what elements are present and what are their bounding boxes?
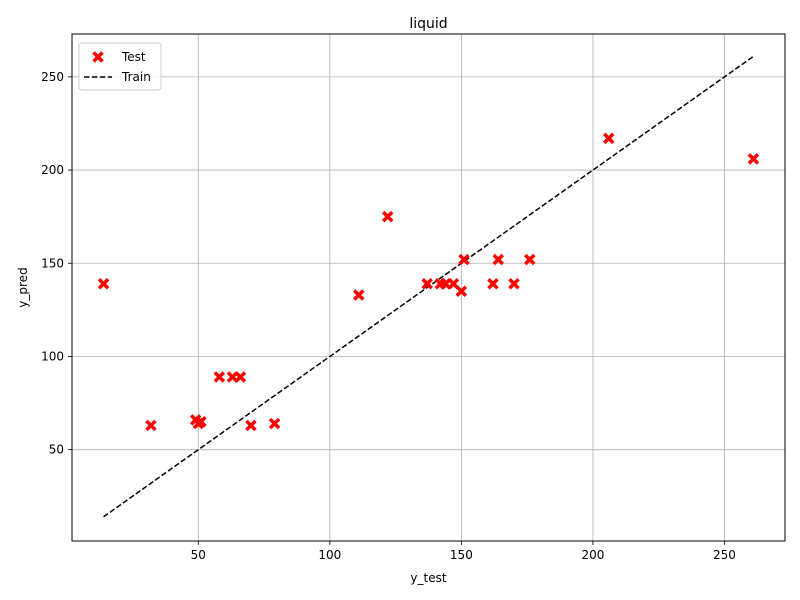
x-tick-label: 200 xyxy=(581,548,604,562)
x-axis-title: y_test xyxy=(410,571,446,585)
test-point xyxy=(455,285,468,297)
x-tick-label: 50 xyxy=(191,548,206,562)
y-axis-title: y_pred xyxy=(16,267,30,307)
legend-train-label: Train xyxy=(121,70,151,84)
chart-title: liquid xyxy=(409,16,447,32)
x-tick-label: 250 xyxy=(713,548,736,562)
test-point xyxy=(145,419,157,432)
test-point xyxy=(487,278,499,290)
test-point xyxy=(508,278,520,290)
test-point xyxy=(353,289,365,301)
x-axis-ticks: 50 100 150 200 250 xyxy=(191,541,736,562)
y-tick-label: 100 xyxy=(41,349,64,363)
test-point xyxy=(602,132,615,145)
test-point xyxy=(524,253,536,266)
grid-lines xyxy=(72,34,785,541)
test-point xyxy=(234,371,247,383)
legend: Test Train xyxy=(78,42,162,91)
test-point xyxy=(97,278,110,290)
x-tick-label: 150 xyxy=(450,548,473,562)
test-point xyxy=(747,153,760,165)
test-point xyxy=(492,253,504,266)
test-point xyxy=(213,371,226,383)
x-tick-label: 100 xyxy=(318,548,341,562)
legend-test-marker xyxy=(92,51,104,63)
test-point xyxy=(421,278,433,290)
test-point xyxy=(268,417,281,430)
y-tick-label: 150 xyxy=(41,256,64,270)
test-point xyxy=(458,253,470,266)
y-axis-ticks: 50 100 150 200 250 xyxy=(41,70,72,457)
y-tick-label: 250 xyxy=(41,70,64,84)
plot-area-frame xyxy=(71,33,786,542)
y-tick-label: 200 xyxy=(41,163,64,177)
test-point xyxy=(192,417,205,430)
test-series xyxy=(97,132,760,432)
test-point xyxy=(447,278,460,290)
legend-test-label: Test xyxy=(121,50,146,64)
y-tick-label: 50 xyxy=(49,443,64,457)
test-point xyxy=(245,419,257,432)
test-point xyxy=(381,210,394,223)
